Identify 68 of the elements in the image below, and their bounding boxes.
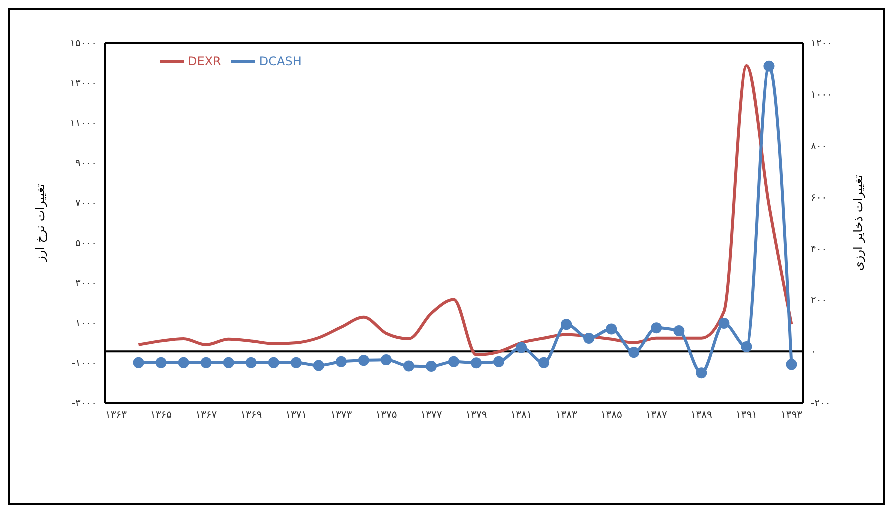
point [606,324,618,335]
x-tick-label: ۱۳۷۵ [376,410,398,422]
point [178,357,190,368]
y2-tick-label: ۰ [811,347,816,358]
y2-axis-title: تغییرات ذخایر ارزی [851,175,866,271]
point [628,347,640,358]
y-tick-label: ۹۰۰۰ [76,158,97,170]
point [200,357,212,368]
point [538,357,550,368]
x-tick-label: ۱۳۹۳ [781,410,804,422]
y-tick-label: ۱۵۰۰۰ [70,38,97,50]
y2-tick-label: ۱۲۰۰ [811,38,832,50]
point [764,60,775,72]
point [786,359,798,370]
point [336,356,347,368]
point [718,318,730,330]
point [426,360,437,372]
point [516,342,528,354]
legend-label: DEXR [188,54,222,68]
point [448,356,460,368]
y-tick-label: ۱۳۰۰۰ [70,78,97,90]
point [403,360,414,372]
x-tick-label: ۱۳۸۵ [600,410,622,422]
y-tick-label: ۱۰۰۰ [76,318,97,330]
y-tick-label: -۳۰۰۰ [72,398,97,410]
legend-label: DCASH [259,54,302,68]
point [380,354,392,366]
point [313,360,324,372]
x-tick-label: ۱۳۹۱ [736,410,758,422]
y2-tick-label: ۱۰۰۰ [811,90,832,101]
point [494,356,505,368]
point [561,319,572,330]
point [696,368,708,379]
point [741,341,752,352]
point [674,326,685,336]
point [223,357,234,368]
x-tick-label: ۱۳۸۷ [646,410,668,422]
y2-tick-label: ۲۰۰ [811,296,828,307]
y-tick-label: ۵۰۰۰ [76,238,97,250]
point [246,357,257,368]
x-tick-label: ۱۳۸۳ [556,410,578,422]
x-tick-label: ۱۳۷۳ [330,410,353,422]
x-tick-label: ۱۳۷۹ [466,410,488,422]
point [584,332,595,344]
y2-tick-label: ۴۰۰ [811,244,828,256]
x-tick-label: ۱۳۶۳ [106,410,128,422]
point [268,357,280,368]
x-tick-label: ۱۳۶۷ [196,410,218,422]
y2-tick-label: ۸۰۰ [811,141,828,152]
y2-tick-label: ۶۰۰ [811,192,828,204]
y2-tick-label: -۲۰۰ [811,398,831,410]
y-tick-label: ۳۰۰۰ [76,278,97,290]
point [290,357,302,368]
x-tick-label: ۱۳۷۱ [286,410,308,422]
y-tick-label: ۷۰۰۰ [76,198,97,210]
y-axis-title: تغییرات نرخ ارز [33,184,48,263]
point [358,355,370,366]
x-tick-label: ۱۳۶۵ [150,410,172,422]
x-tick-label: ۱۳۸۹ [690,410,712,422]
y-tick-label: -۱۰۰۰ [72,358,97,370]
x-tick-label: ۱۳۷۷ [420,410,443,422]
y-tick-label: ۱۱۰۰۰ [70,118,97,130]
point [471,358,482,369]
point [133,357,144,368]
x-tick-label: ۱۳۶۹ [240,410,262,422]
point [651,322,662,334]
point [156,357,167,368]
x-tick-label: ۱۳۸۱ [510,410,532,422]
